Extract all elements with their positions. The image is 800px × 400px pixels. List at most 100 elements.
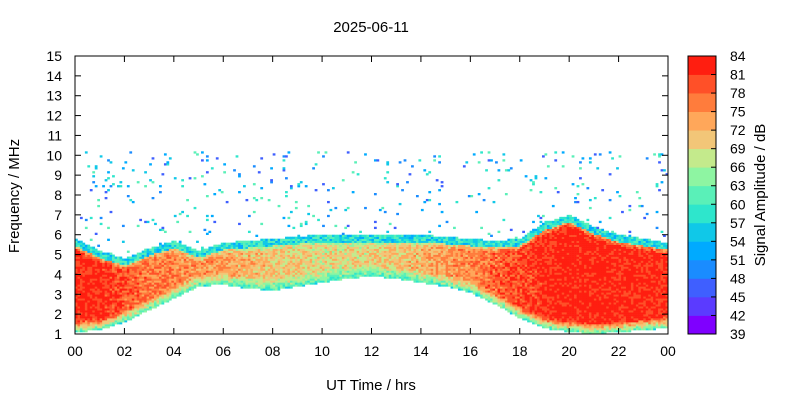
heat-cell xyxy=(282,272,286,275)
heat-cell xyxy=(163,266,167,269)
heat-cell xyxy=(168,244,172,247)
heat-cell xyxy=(391,252,395,255)
heat-cell xyxy=(312,276,315,279)
heat-cell xyxy=(314,252,318,255)
heat-cell xyxy=(92,278,96,281)
heat-cell xyxy=(176,254,180,257)
heat-cell xyxy=(92,320,96,323)
heat-cell xyxy=(344,246,348,249)
heat-cell xyxy=(411,278,414,281)
heat-cell xyxy=(455,242,459,245)
heat-cell xyxy=(102,274,105,277)
heat-cell xyxy=(482,268,486,271)
heat-cell xyxy=(401,256,404,259)
heat-cell xyxy=(163,298,167,301)
heat-cell xyxy=(205,280,209,283)
heat-cell xyxy=(107,284,110,287)
heat-cell xyxy=(507,268,511,271)
heat-cell xyxy=(277,280,281,283)
heat-cell xyxy=(260,268,264,271)
heat-cell xyxy=(294,252,298,255)
heat-cell xyxy=(193,206,197,210)
heat-cell xyxy=(307,248,311,251)
heat-cell xyxy=(141,268,145,271)
heat-cell xyxy=(134,264,138,267)
heat-cell xyxy=(485,284,488,287)
heat-cell xyxy=(129,310,133,313)
heat-cell xyxy=(161,300,165,303)
heat-cell xyxy=(470,290,474,293)
heat-cell xyxy=(151,276,155,279)
heat-cell xyxy=(403,266,407,269)
heat-cell xyxy=(448,252,451,255)
heat-cell xyxy=(149,258,152,261)
heat-cell xyxy=(341,264,345,267)
heat-cell xyxy=(287,262,291,265)
heat-cell xyxy=(119,310,123,313)
heat-cell xyxy=(331,258,335,261)
heat-cell xyxy=(136,314,140,317)
heat-cell xyxy=(84,312,88,315)
heat-cell xyxy=(166,260,170,263)
heat-cell xyxy=(225,246,229,249)
heat-cell xyxy=(79,306,83,309)
heat-cell xyxy=(507,308,511,311)
heat-cell xyxy=(364,260,367,263)
heat-cell xyxy=(307,234,311,237)
heat-cell xyxy=(406,266,409,269)
heat-cell xyxy=(475,252,479,255)
heat-cell xyxy=(139,306,143,309)
heat-cell xyxy=(475,250,479,253)
heat-cell xyxy=(502,306,506,309)
heat-cell xyxy=(117,272,120,275)
heat-cell xyxy=(418,236,422,239)
heat-cell xyxy=(312,248,315,251)
heat-cell xyxy=(92,246,96,249)
heat-cell xyxy=(223,276,227,279)
heat-cell xyxy=(490,159,493,162)
heat-cell xyxy=(289,278,293,281)
heat-cell xyxy=(401,250,404,253)
heat-cell xyxy=(346,234,350,237)
heat-cell xyxy=(351,191,355,194)
heat-cell xyxy=(504,268,508,271)
heat-cell xyxy=(255,248,259,251)
heat-cell xyxy=(420,280,424,283)
heat-cell xyxy=(354,272,357,275)
heat-cell xyxy=(354,260,357,263)
heat-cell xyxy=(213,278,217,281)
heat-cell xyxy=(183,258,187,261)
heat-cell xyxy=(438,236,441,239)
heat-cell xyxy=(499,272,503,275)
heat-cell xyxy=(331,276,335,279)
heat-cell xyxy=(433,250,437,253)
heat-cell xyxy=(144,171,147,174)
heat-cell xyxy=(166,256,170,259)
heat-cell xyxy=(75,238,78,241)
heat-cell xyxy=(448,262,451,265)
heat-cell xyxy=(136,296,140,299)
heat-cell xyxy=(413,260,417,263)
heat-cell xyxy=(373,244,377,247)
heat-cell xyxy=(107,226,110,230)
heat-cell xyxy=(230,282,234,285)
heat-cell xyxy=(485,252,488,255)
heat-cell xyxy=(411,238,414,241)
heat-cell xyxy=(499,252,503,255)
heat-cell xyxy=(75,272,78,275)
heat-cell xyxy=(168,252,172,255)
heat-cell xyxy=(173,260,177,263)
heat-cell xyxy=(154,248,157,251)
heat-cell xyxy=(218,268,222,271)
heat-cell xyxy=(267,250,271,253)
heat-cell xyxy=(403,159,407,162)
heat-cell xyxy=(381,248,385,251)
heat-cell xyxy=(457,246,461,249)
heat-cell xyxy=(453,272,456,275)
heat-cell xyxy=(159,254,162,257)
heat-cell xyxy=(490,282,493,285)
heat-cell xyxy=(245,248,249,251)
heat-cell xyxy=(334,274,338,277)
heat-cell xyxy=(260,260,264,263)
heat-cell xyxy=(440,260,444,263)
